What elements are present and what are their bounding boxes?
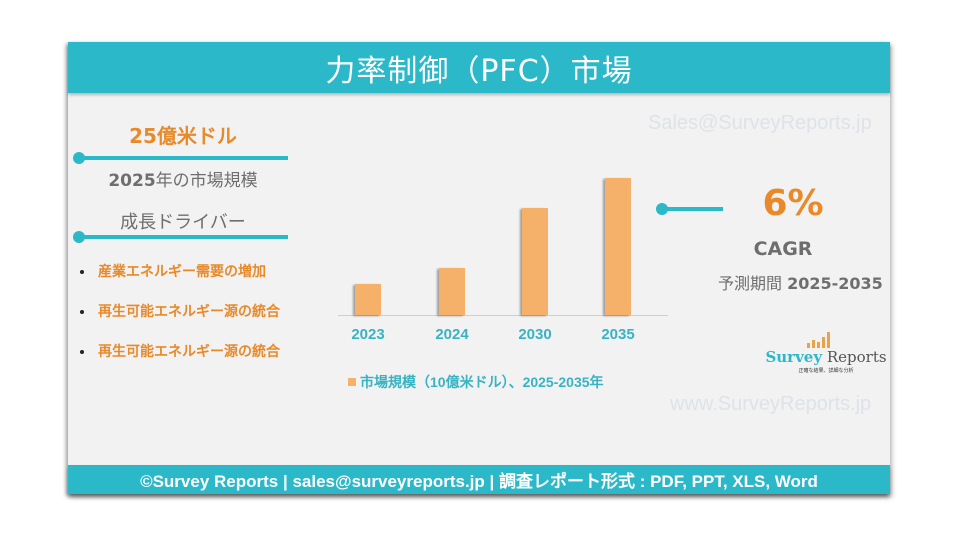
legend-label: 市場規模（10億米ドル）、2025-2035年 — [360, 374, 604, 390]
bar-chart: 2023 2024 2030 2035 市場規模（10億米ドル）、2025-20… — [338, 162, 668, 442]
bar-2030 — [522, 208, 548, 315]
connector-line — [78, 156, 288, 160]
cagr-value: 6% — [762, 183, 824, 224]
connector-dot — [73, 152, 85, 164]
connector-dot — [73, 231, 85, 243]
drivers-list: 産業エネルギー需要の増加 再生可能エネルギー源の統合 再生可能エネルギー源の統合 — [80, 262, 280, 382]
footer-banner: ©Survey Reports | sales@surveyreports.jp… — [68, 465, 890, 494]
market-size-year: 2025 — [108, 171, 156, 191]
connector-dot — [656, 203, 668, 215]
market-size-label: 2025年の市場規模 — [88, 166, 278, 191]
logo-wordmark: Survey Reports — [761, 348, 891, 366]
watermark-email: Sales@SurveyReports.jp — [648, 112, 872, 134]
forecast-period: 予測期間 2025-2035 — [718, 270, 883, 294]
x-tick-label: 2035 — [601, 326, 635, 343]
watermark-website: www.SurveyReports.jp — [670, 393, 872, 415]
chart-legend: 市場規模（10億米ドル）、2025-2035年 — [348, 372, 604, 392]
bullet-icon — [80, 270, 84, 274]
market-size-value: 25億米ドル — [129, 124, 237, 148]
market-size-label-text: 年の市場規模 — [155, 171, 258, 191]
driver-label: 産業エネルギー需要の増加 — [98, 264, 266, 280]
logo-word-reports: Reports — [826, 348, 887, 366]
x-axis-line — [338, 315, 668, 316]
page-title: 力率制御（PFC）市場 — [325, 53, 633, 89]
connector-line — [78, 235, 288, 239]
driver-item: 産業エネルギー需要の増加 — [80, 262, 280, 302]
driver-label: 再生可能エネルギー源の統合 — [98, 304, 280, 320]
logo-tagline: 正確な結果、詳細な分析 — [798, 368, 854, 374]
bar-2023 — [355, 284, 381, 315]
bar-2024 — [439, 268, 465, 315]
bar-2035 — [605, 178, 631, 315]
logo-bars-icon — [807, 332, 830, 348]
cagr-label: CAGR — [753, 238, 813, 260]
logo-word-survey: Survey — [765, 348, 823, 366]
driver-item: 再生可能エネルギー源の統合 — [80, 342, 280, 382]
bullet-icon — [80, 350, 84, 354]
x-tick-label: 2030 — [518, 326, 552, 343]
survey-reports-logo: Survey Reports 正確な結果、詳細な分析 — [761, 332, 891, 377]
driver-label: 再生可能エネルギー源の統合 — [98, 344, 280, 360]
footer-text: ©Survey Reports | sales@surveyreports.jp… — [140, 472, 818, 491]
bullet-icon — [80, 310, 84, 314]
drivers-title: 成長ドライバー — [120, 212, 246, 233]
driver-item: 再生可能エネルギー源の統合 — [80, 302, 280, 342]
forecast-period-range: 2025-2035 — [787, 274, 883, 293]
connector-line — [665, 207, 723, 211]
x-tick-label: 2023 — [351, 326, 385, 343]
legend-swatch-icon — [348, 378, 356, 386]
infographic-card: 力率制御（PFC）市場 Sales@SurveyReports.jp www.S… — [68, 42, 890, 494]
x-tick-label: 2024 — [435, 326, 469, 343]
forecast-period-prefix: 予測期間 — [718, 274, 783, 293]
title-banner: 力率制御（PFC）市場 — [68, 42, 890, 93]
